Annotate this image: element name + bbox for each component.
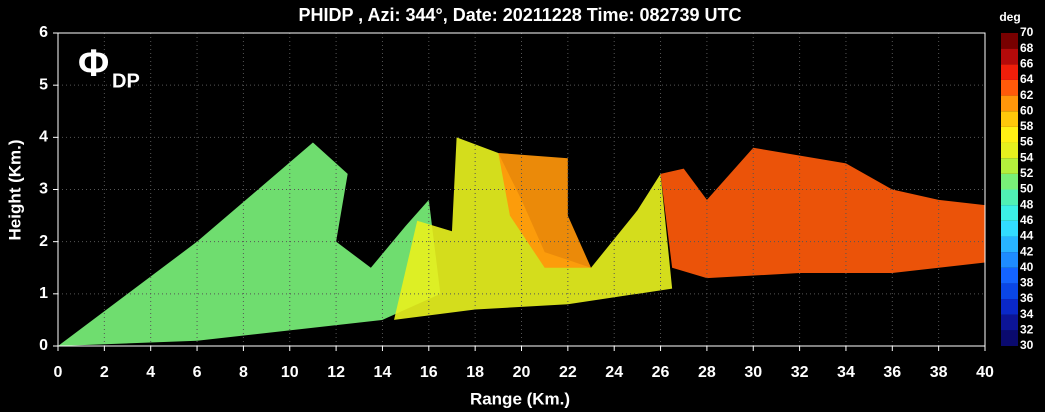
colorbar-tick-label: 54 xyxy=(1020,150,1034,164)
x-tick-label: 34 xyxy=(837,364,855,381)
x-tick-label: 36 xyxy=(883,364,901,381)
colorbar-tick-label: 70 xyxy=(1020,25,1034,39)
colorbar-swatch xyxy=(1001,252,1018,268)
colorbar-label: deg xyxy=(999,10,1020,24)
x-tick-label: 4 xyxy=(146,364,155,381)
x-tick-label: 0 xyxy=(54,364,63,381)
x-tick-label: 16 xyxy=(420,364,438,381)
colorbar-swatch xyxy=(1001,96,1018,112)
colorbar-swatch xyxy=(1001,111,1018,127)
x-tick-label: 40 xyxy=(976,364,994,381)
x-tick-label: 32 xyxy=(791,364,809,381)
colorbar-swatch xyxy=(1001,221,1018,237)
chart: PHIDP , Azi: 344°, Date: 20211228 Time: … xyxy=(0,0,1045,412)
x-tick-label: 20 xyxy=(513,364,531,381)
colorbar-swatch xyxy=(1001,143,1018,159)
x-tick-label: 8 xyxy=(239,364,248,381)
colorbar-tick-label: 42 xyxy=(1020,244,1034,258)
colorbar-swatch xyxy=(1001,158,1018,174)
y-tick-label: 6 xyxy=(39,24,48,41)
y-axis-label: Height (Km.) xyxy=(5,139,24,240)
y-tick-label: 0 xyxy=(39,337,48,354)
x-tick-label: 2 xyxy=(100,364,109,381)
colorbar-swatch xyxy=(1001,49,1018,65)
colorbar-swatch xyxy=(1001,174,1018,190)
colorbar-tick-label: 34 xyxy=(1020,307,1034,321)
colorbar-swatch xyxy=(1001,283,1018,299)
colorbar-tick-label: 60 xyxy=(1020,103,1034,117)
y-tick-label: 2 xyxy=(39,233,48,250)
colorbar-swatch xyxy=(1001,299,1018,315)
colorbar-swatch xyxy=(1001,127,1018,143)
colorbar-tick-label: 46 xyxy=(1020,213,1034,227)
colorbar-tick-label: 50 xyxy=(1020,182,1034,196)
colorbar-swatch xyxy=(1001,64,1018,80)
colorbar-swatch xyxy=(1001,190,1018,206)
y-tick-label: 5 xyxy=(39,76,48,93)
colorbar-tick-label: 52 xyxy=(1020,166,1034,180)
colorbar-swatch xyxy=(1001,315,1018,331)
colorbar-tick-label: 32 xyxy=(1020,323,1034,337)
colorbar-tick-label: 68 xyxy=(1020,41,1034,55)
colorbar-tick-label: 56 xyxy=(1020,135,1034,149)
x-tick-label: 30 xyxy=(744,364,762,381)
x-tick-label: 10 xyxy=(281,364,299,381)
x-axis-label: Range (Km.) xyxy=(470,389,570,408)
y-tick-label: 1 xyxy=(39,285,48,302)
colorbar-tick-label: 36 xyxy=(1020,291,1034,305)
y-tick-label: 4 xyxy=(39,129,48,146)
x-tick-label: 6 xyxy=(193,364,202,381)
colorbar-tick-label: 62 xyxy=(1020,88,1034,102)
colorbar-tick-label: 58 xyxy=(1020,119,1034,133)
colorbar-tick-label: 48 xyxy=(1020,197,1034,211)
x-tick-label: 12 xyxy=(327,364,345,381)
annotation-subscript: DP xyxy=(112,70,140,92)
x-tick-label: 22 xyxy=(559,364,577,381)
colorbar-tick-label: 40 xyxy=(1020,260,1034,274)
x-tick-label: 26 xyxy=(652,364,670,381)
colorbar-swatch xyxy=(1001,236,1018,252)
colorbar-swatch xyxy=(1001,80,1018,96)
x-tick-label: 24 xyxy=(605,364,623,381)
colorbar-swatch xyxy=(1001,330,1018,346)
colorbar-tick-label: 30 xyxy=(1020,338,1034,352)
x-tick-label: 28 xyxy=(698,364,716,381)
annotation-symbol: Φ xyxy=(78,43,109,85)
x-tick-label: 14 xyxy=(374,364,392,381)
x-tick-label: 38 xyxy=(930,364,948,381)
colorbar-tick-label: 64 xyxy=(1020,72,1034,86)
colorbar-swatch xyxy=(1001,268,1018,284)
y-tick-label: 3 xyxy=(39,181,48,198)
colorbar-swatch xyxy=(1001,205,1018,221)
colorbar-tick-label: 38 xyxy=(1020,276,1034,290)
colorbar-swatch xyxy=(1001,33,1018,49)
colorbar-tick-label: 44 xyxy=(1020,229,1034,243)
colorbar-tick-label: 66 xyxy=(1020,56,1034,70)
chart-title: PHIDP , Azi: 344°, Date: 20211228 Time: … xyxy=(298,5,741,25)
x-tick-label: 18 xyxy=(466,364,484,381)
